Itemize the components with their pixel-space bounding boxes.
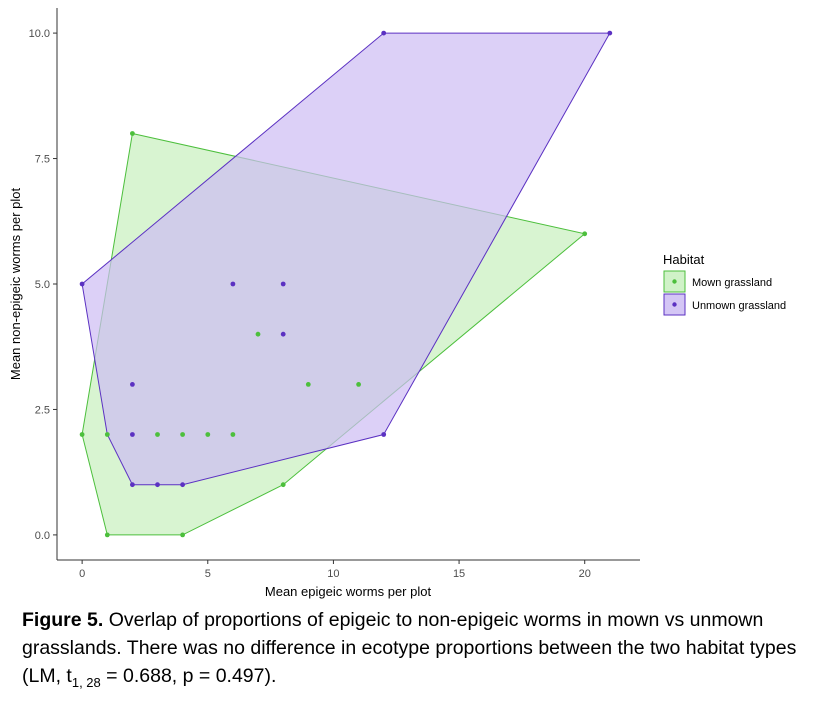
caption-subscript: 1, 28 xyxy=(71,674,101,690)
point-mown-grassland-11 xyxy=(280,482,286,488)
point-unmown-grassland-3 xyxy=(230,281,236,287)
figure-caption: Figure 5. Overlap of proportions of epig… xyxy=(22,606,822,697)
scatter-chart: 0 5 10 15 20 0.0 2.5 5.0 7.5 10.0 Mean epigeic w… xyxy=(8,8,786,599)
point-unmown-grassland-4 xyxy=(280,281,286,287)
point-mown-grassland-7 xyxy=(155,432,160,437)
point-layer xyxy=(79,30,613,538)
point-unmown-grassland-6 xyxy=(130,382,135,387)
caption-text-2: = 0.688, p = 0.497). xyxy=(100,665,277,687)
point-mown-grassland-4 xyxy=(356,382,361,387)
hull-layer xyxy=(81,32,611,536)
point-mown-grassland-0 xyxy=(130,131,135,136)
point-unmown-grassland-5 xyxy=(280,331,286,337)
x-tick-label-2: 10 xyxy=(327,568,339,580)
x-tick-label-3: 15 xyxy=(453,568,465,580)
x-axis-title: Mean epigeic worms per plot xyxy=(265,584,432,599)
y-tick-label-1: 2.5 xyxy=(35,404,50,416)
point-mown-grassland-3 xyxy=(305,382,311,387)
point-mown-grassland-8 xyxy=(180,432,186,437)
x-tick-label-4: 20 xyxy=(579,568,591,580)
legend-title: Habitat xyxy=(663,252,705,267)
point-mown-grassland-12 xyxy=(104,532,110,538)
y-axis-title: Mean non-epigeic worms per plot xyxy=(8,188,23,381)
y-tick-label-2: 5.0 xyxy=(35,279,50,291)
caption-text-1: Overlap of proportions of epigeic to non… xyxy=(22,609,797,687)
point-mown-grassland-6 xyxy=(104,432,110,437)
point-mown-grassland-1 xyxy=(582,231,588,237)
x-ticks: 0 5 10 15 20 xyxy=(79,560,591,580)
point-unmown-grassland-9 xyxy=(130,482,135,488)
point-unmown-grassland-11 xyxy=(180,482,186,488)
point-mown-grassland-9 xyxy=(205,432,211,437)
legend: Habitat Mown grassland Unmown grassland xyxy=(663,252,786,316)
legend-label-mown-grassland: Mown grassland xyxy=(692,277,772,289)
y-tick-label-0: 0.0 xyxy=(35,530,50,542)
y-ticks: 0.0 2.5 5.0 7.5 10.0 xyxy=(29,28,57,542)
point-unmown-grassland-2 xyxy=(79,281,85,287)
caption-label: Figure 5. xyxy=(22,609,104,631)
legend-key-dot-mown-grassland xyxy=(672,279,677,284)
y-tick-label-3: 7.5 xyxy=(35,154,50,166)
point-unmown-grassland-0 xyxy=(381,30,387,36)
legend-key-dot-unmown-grassland xyxy=(672,302,677,307)
point-mown-grassland-13 xyxy=(180,532,186,538)
x-tick-label-0: 0 xyxy=(79,568,85,580)
x-tick-label-1: 5 xyxy=(205,568,211,580)
point-unmown-grassland-10 xyxy=(155,482,160,488)
point-mown-grassland-5 xyxy=(79,432,85,437)
point-unmown-grassland-1 xyxy=(607,30,613,36)
legend-label-unmown-grassland: Unmown grassland xyxy=(692,300,786,312)
point-mown-grassland-10 xyxy=(230,432,236,437)
point-mown-grassland-2 xyxy=(255,331,261,337)
point-unmown-grassland-7 xyxy=(130,432,135,437)
y-tick-label-4: 10.0 xyxy=(29,28,50,40)
point-unmown-grassland-8 xyxy=(381,432,387,437)
